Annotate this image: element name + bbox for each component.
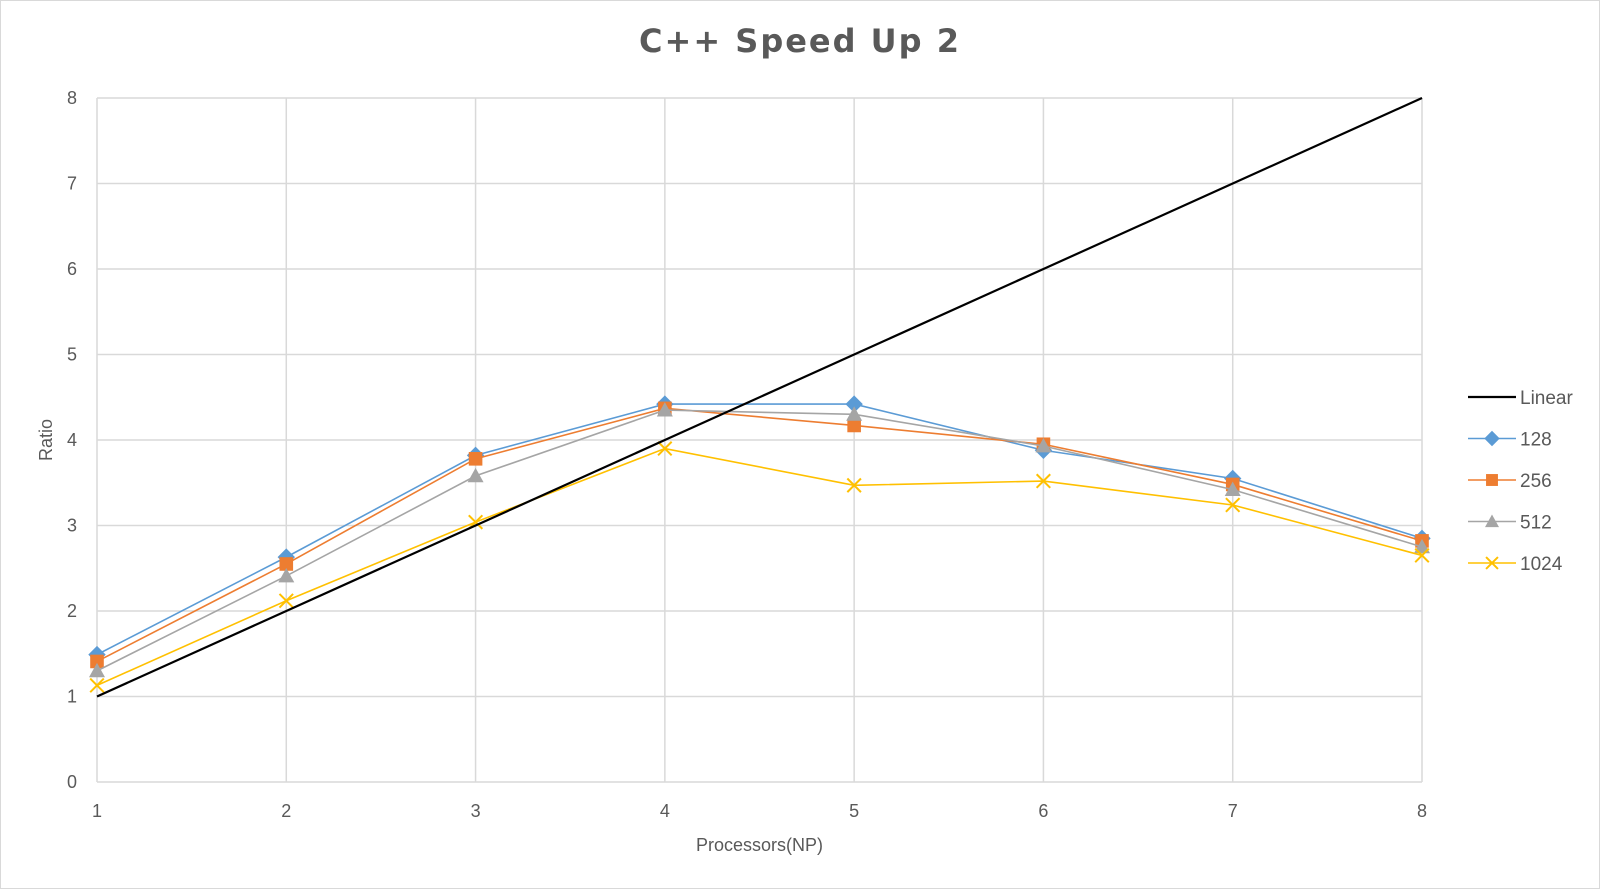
x-tick-label: 3 — [471, 801, 481, 821]
series-256-point — [279, 557, 294, 571]
series-linear-line — [96, 96, 1423, 698]
series-1024-point — [846, 477, 862, 493]
series-512-point — [1035, 437, 1052, 453]
legend-item-1024-marker — [1485, 556, 1499, 570]
series-1024-point-stroke — [1035, 473, 1051, 489]
gridlines — [96, 97, 1423, 783]
legend-item-1024-label: 1024 — [1520, 554, 1563, 575]
y-axis-title: Ratio — [36, 419, 56, 461]
legend-item-512-marker — [1485, 514, 1499, 528]
series-512-point — [89, 662, 105, 678]
legend-item-128-label: 128 — [1520, 430, 1552, 451]
series-1024-point — [1225, 497, 1241, 513]
series-256-point — [90, 654, 104, 669]
x-tick-label: 2 — [281, 801, 291, 821]
series-512-point — [846, 406, 863, 421]
series-1024-point-stroke — [1225, 497, 1241, 513]
x-tick-label: 7 — [1228, 801, 1238, 821]
y-tick-label: 8 — [67, 88, 77, 108]
series-1024-point-stroke — [846, 477, 862, 493]
series-1024-point-stroke — [278, 593, 294, 609]
series-256-line — [96, 407, 1423, 663]
series-512-point — [467, 467, 484, 483]
legend-item-256-label: 256 — [1520, 471, 1552, 492]
series-1024-point-stroke — [1414, 547, 1430, 563]
legend-item-linear-label: Linear — [1520, 388, 1573, 409]
series-512-point — [278, 567, 295, 583]
legend-item-128-marker — [1484, 430, 1500, 447]
legend-item-256-marker — [1486, 474, 1498, 486]
series-512-point — [656, 402, 673, 417]
y-tick-label: 5 — [67, 345, 77, 365]
y-tick-label: 2 — [67, 601, 77, 621]
series-1024-point — [89, 677, 105, 693]
series-256-point — [847, 418, 861, 433]
y-tick-label: 3 — [67, 516, 77, 536]
legend-item-256[interactable]: 256 — [1468, 471, 1552, 492]
y-tick-label: 1 — [67, 687, 77, 707]
series-layer — [88, 96, 1431, 698]
series-128-line — [96, 403, 1423, 656]
series-1024-point — [1035, 473, 1051, 489]
series-1024-point — [1414, 547, 1430, 563]
y-tick-label: 0 — [67, 772, 77, 792]
legend[interactable]: Linear 128 256 512 1024 — [1468, 388, 1573, 575]
legend-item-linear[interactable]: Linear — [1468, 388, 1573, 409]
x-tick-label: 4 — [660, 801, 670, 821]
y-tick-label: 7 — [67, 174, 77, 194]
series-1024-point — [278, 593, 294, 609]
series-512-line — [96, 409, 1423, 672]
legend-item-512[interactable]: 512 — [1468, 513, 1552, 534]
legend-item-1024-marker-stroke — [1485, 556, 1499, 570]
series-1024-point-stroke — [89, 677, 105, 693]
series-512-point — [1414, 538, 1430, 554]
series-1024-line — [96, 447, 1423, 687]
x-tick-label: 5 — [849, 801, 859, 821]
x-tick-label: 6 — [1038, 801, 1048, 821]
series-1024-point — [657, 441, 673, 457]
legend-item-128[interactable]: 128 — [1468, 430, 1552, 451]
series-1024-point-stroke — [657, 441, 673, 457]
legend-item-512-label: 512 — [1520, 513, 1552, 534]
x-axis-title: Processors(NP) — [696, 835, 823, 855]
y-tick-label: 4 — [67, 430, 77, 450]
y-tick-label: 6 — [67, 259, 77, 279]
series-512-point — [1224, 481, 1241, 496]
x-tick-label: 8 — [1417, 801, 1427, 821]
x-tick-label: 1 — [92, 801, 102, 821]
chart-title: C++ Speed Up 2 — [639, 22, 961, 60]
series-256-point — [468, 452, 483, 466]
legend-item-1024[interactable]: 1024 — [1468, 554, 1563, 575]
